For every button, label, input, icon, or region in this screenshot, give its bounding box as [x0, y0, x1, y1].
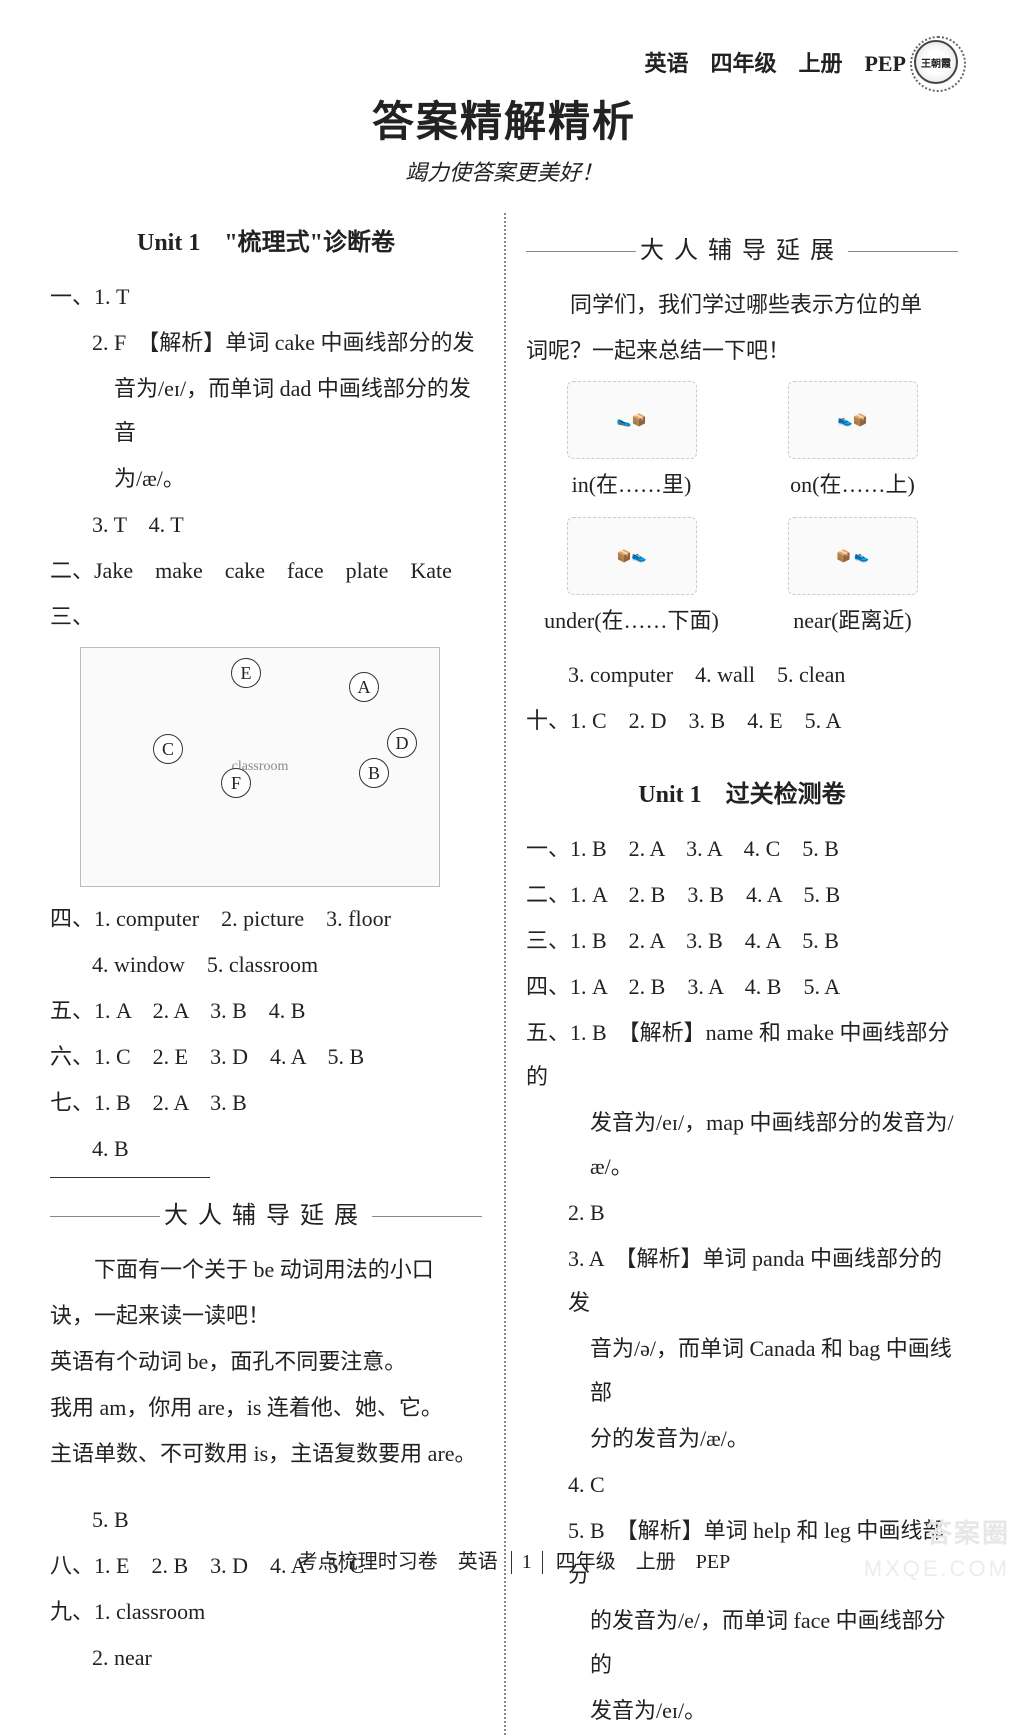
unit1-cn: "梳理式"诊断卷: [200, 230, 395, 256]
caption-on: on(在……上): [747, 463, 958, 507]
q1-1: 一、1. T: [50, 275, 482, 319]
q3-row: 三、: [50, 595, 482, 639]
tutor-p1a: 下面有一个关于 be 动词用法的小口: [50, 1248, 482, 1292]
tutor-p4: 主语单数、不可数用 is，主语复数要用 are。: [50, 1432, 482, 1476]
tutor-intro2: 词呢？一起来总结一下吧！: [526, 329, 958, 373]
subtitle: 竭力使答案更美好！: [50, 155, 958, 187]
r5b: 2. B: [526, 1191, 958, 1235]
r5c3: 分的发音为/æ/。: [526, 1417, 958, 1461]
q9b: 2. near: [50, 1636, 482, 1680]
line-after-grid: 3. computer 4. wall 5. clean: [526, 653, 958, 697]
brand-logo: 王朝霞: [914, 40, 958, 84]
illus-on: 👟📦: [788, 381, 918, 459]
page-number: 1: [511, 1551, 543, 1574]
caption-near: near(距离近): [747, 599, 958, 643]
divider-line: [50, 1177, 210, 1178]
q3-label: 三、: [50, 595, 94, 639]
illus-in: 🥿📦: [567, 381, 697, 459]
tutor-extension-title-right: 大人辅导延展: [526, 227, 958, 275]
r5a2: 发音为/eɪ/，map 中画线部分的发音为/æ/。: [526, 1101, 958, 1189]
unit1-checkpoint-title: Unit 1 过关检测卷: [526, 771, 958, 819]
r5c1: 3. A 【解析】单词 panda 中画线部分的发: [526, 1237, 958, 1325]
q4b: 4. window 5. classroom: [50, 943, 482, 987]
tutor-extension-title-left: 大人辅导延展: [50, 1192, 482, 1240]
columns: Unit 1 "梳理式"诊断卷 一、1. T 2. F 【解析】单词 cake …: [50, 213, 958, 1735]
r1: 一、1. B 2. A 3. A 4. C 5. B: [526, 827, 958, 871]
caption-under: under(在……下面): [526, 599, 737, 643]
r4: 四、1. A 2. B 3. A 4. B 5. A: [526, 965, 958, 1009]
q4a: 四、1. computer 2. picture 3. floor: [50, 897, 482, 941]
q1-2c: 为/æ/。: [50, 457, 482, 501]
r5c2: 音为/ə/，而单词 Canada 和 bag 中画线部: [526, 1327, 958, 1415]
label-e: E: [231, 658, 261, 688]
unit1-en: Unit 1: [137, 230, 200, 256]
caption-in: in(在……里): [526, 463, 737, 507]
footer-right: 四年级 上册 PEP: [556, 1551, 730, 1573]
q10: 十、1. C 2. D 3. B 4. E 5. A: [526, 699, 958, 743]
q1-34: 3. T 4. T: [50, 503, 482, 547]
q7a: 七、1. B 2. A 3. B: [50, 1081, 482, 1125]
q2: 二、Jake make cake face plate Kate: [50, 549, 482, 593]
label-b: B: [359, 758, 389, 788]
right-column: 大人辅导延展 同学们，我们学过哪些表示方位的单 词呢？一起来总结一下吧！ 🥿📦 …: [504, 213, 958, 1735]
cell-under: 📦👟 under(在……下面): [526, 517, 737, 643]
title-block: 答案精解精析 竭力使答案更美好！: [50, 88, 958, 187]
header-text: 英语 四年级 上册 PEP: [644, 46, 906, 78]
cell-on: 👟📦 on(在……上): [747, 381, 958, 507]
label-c: C: [153, 734, 183, 764]
q9a: 九、1. classroom: [50, 1590, 482, 1634]
tutor-intro1: 同学们，我们学过哪些表示方位的单: [526, 283, 958, 327]
r5e2: 的发音为/e/，而单词 face 中画线部分的: [526, 1599, 958, 1687]
q6: 六、1. C 2. E 3. D 4. A 5. B: [50, 1035, 482, 1079]
q1-2a: 2. F 【解析】单词 cake 中画线部分的发: [50, 321, 482, 365]
column-divider: [504, 213, 506, 1735]
label-d: D: [387, 728, 417, 758]
label-a: A: [349, 672, 379, 702]
cell-near: 📦 👟 near(距离近): [747, 517, 958, 643]
label-f: F: [221, 768, 251, 798]
r3: 三、1. B 2. A 3. B 4. A 5. B: [526, 919, 958, 963]
unit1-diagnostic-title: Unit 1 "梳理式"诊断卷: [50, 219, 482, 267]
position-words-grid: 🥿📦 in(在……里) 👟📦 on(在……上) 📦👟 under(在……下面) …: [526, 381, 958, 643]
watermark-2: MXQE.COM: [864, 1556, 1010, 1582]
r5d: 4. C: [526, 1463, 958, 1507]
q7b: 4. B: [50, 1127, 482, 1171]
unit1b-en: Unit 1: [638, 782, 701, 808]
q-5b: 5. B: [50, 1498, 482, 1542]
unit1b-cn: 过关检测卷: [702, 782, 846, 808]
illus-near: 📦 👟: [788, 517, 918, 595]
tutor-p3: 我用 am，你用 are，is 连着他、她、它。: [50, 1386, 482, 1430]
r5a: 五、1. B 【解析】name 和 make 中画线部分的: [526, 1011, 958, 1099]
classroom-illustration: classroom E A C D B F: [80, 647, 440, 887]
logo-text: 王朝霞: [921, 55, 951, 70]
watermark-1: 答案圈: [926, 1513, 1010, 1550]
cell-in: 🥿📦 in(在……里): [526, 381, 737, 507]
left-column: Unit 1 "梳理式"诊断卷 一、1. T 2. F 【解析】单词 cake …: [50, 213, 504, 1735]
main-title: 答案精解精析: [50, 88, 958, 149]
tutor-p1b: 诀，一起来读一读吧！: [50, 1294, 482, 1338]
q5: 五、1. A 2. A 3. B 4. B: [50, 989, 482, 1033]
r2: 二、1. A 2. B 3. B 4. A 5. B: [526, 873, 958, 917]
illus-under: 📦👟: [567, 517, 697, 595]
page-header: 英语 四年级 上册 PEP 王朝霞: [50, 40, 958, 84]
r5e3: 发音为/eɪ/。: [526, 1689, 958, 1733]
tutor-p2: 英语有个动词 be，面孔不同要注意。: [50, 1340, 482, 1384]
footer-left: 考点梳理时习卷 英语: [298, 1551, 498, 1573]
q1-2b: 音为/eɪ/，而单词 dad 中画线部分的发音: [50, 367, 482, 455]
